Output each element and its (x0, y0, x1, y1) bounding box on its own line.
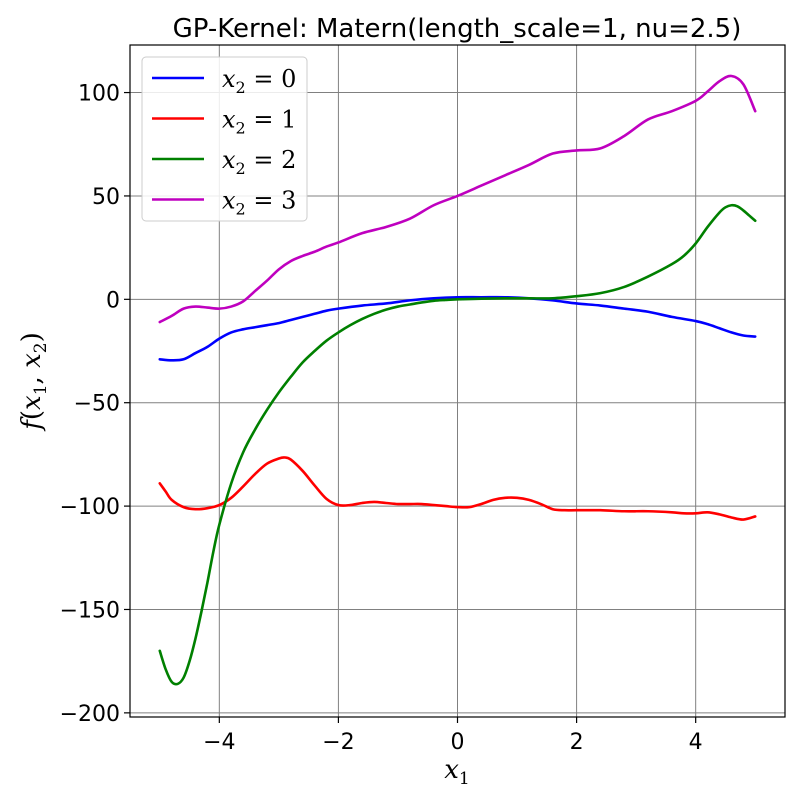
legend-label-2: x2 = 2 (222, 146, 296, 178)
y-tick-label: −150 (60, 598, 120, 623)
series-line-1 (158, 456, 757, 521)
y-tick-label: 100 (78, 82, 120, 107)
legend-label-0: x2 = 0 (222, 65, 296, 97)
y-tick-label: 0 (106, 288, 120, 313)
legend: x2 = 0 x2 = 1 x2 = 2 x2 = 3 (141, 56, 308, 222)
series-line-3 (158, 74, 757, 324)
series-line-2 (158, 203, 757, 686)
legend-label-3: x2 = 3 (222, 187, 296, 219)
y-tick-label: −50 (74, 392, 120, 417)
y-tick-label: −200 (60, 702, 120, 727)
chart-title: GP-Kernel: Matern(length_scale=1, nu=2.5… (173, 14, 742, 44)
series-lines (158, 74, 757, 686)
legend-label-1: x2 = 1 (222, 106, 296, 138)
x-axis-label: x1 (444, 755, 470, 789)
x-tick-label: −2 (322, 730, 354, 755)
legend-box (141, 56, 308, 222)
y-tick-label: −100 (60, 495, 120, 520)
x-tick-label: 4 (689, 730, 703, 755)
x-tick-label: −4 (203, 730, 235, 755)
y-tick-label: 50 (92, 185, 120, 210)
ticks: −4 −2 0 2 4 −200 −150 −100 −50 0 50 100 (60, 82, 703, 755)
y-axis-label: f(x1, x2) (17, 332, 51, 431)
x-tick-label: 2 (570, 730, 584, 755)
x-tick-label: 0 (451, 730, 465, 755)
series-line-0 (158, 295, 757, 362)
